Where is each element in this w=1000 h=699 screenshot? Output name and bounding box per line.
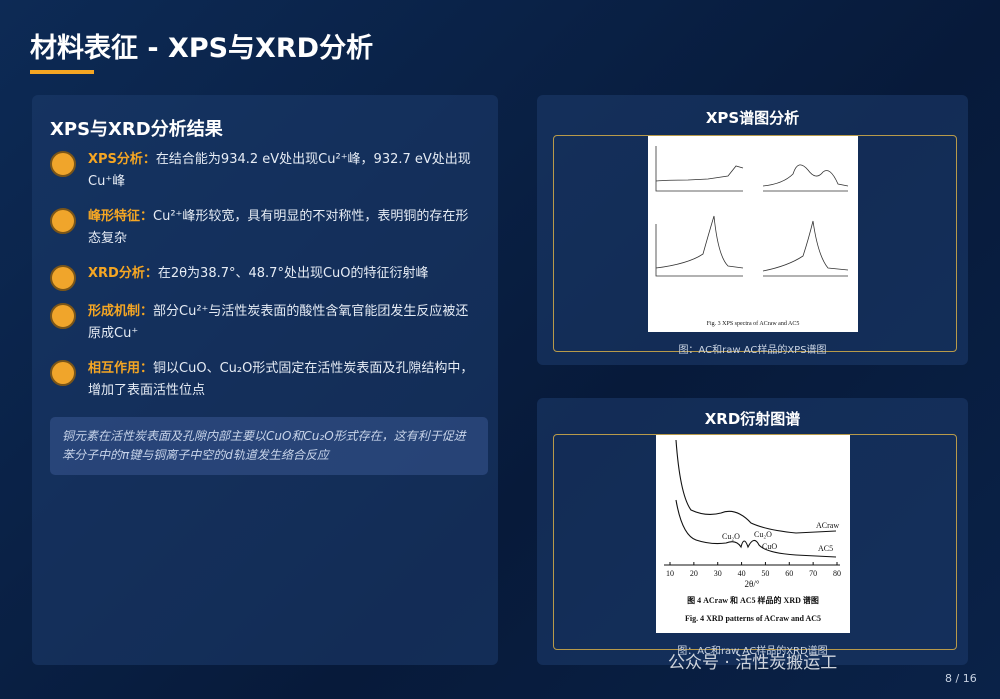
list-item: XPS分析：在结合能为934.2 eV处出现Cu²⁺峰，932.7 eV处出现C… xyxy=(50,149,480,193)
item-text: 部分Cu²⁺与活性炭表面的酸性含氧官能团发生反应被还原成Cu⁺ xyxy=(88,304,469,341)
tick-label: 10 xyxy=(666,569,674,578)
list-item: XRD分析：在2θ为38.7°、48.7°处出现CuO的特征衍射峰 xyxy=(50,263,480,291)
list-item: 峰形特征：Cu²⁺峰形较宽，具有明显的不对称性，表明铜的存在形态复杂 xyxy=(50,206,480,250)
panel-heading: XPS谱图分析 xyxy=(705,109,800,127)
item-text: 在2θ为38.7°、48.7°处出现CuO的特征衍射峰 xyxy=(157,266,429,281)
item-label: 相互作用： xyxy=(88,361,154,376)
watermark: 公众号 · 活性炭搬运工 xyxy=(668,653,838,673)
figure-caption: Fig. 4 XRD patterns of ACraw and AC5 xyxy=(685,614,821,623)
page-number: 8 / 16 xyxy=(945,672,977,685)
series-label: ACraw xyxy=(816,521,839,530)
item-text: 在结合能为934.2 eV处出现Cu²⁺峰，932.7 eV处出现Cu⁺峰 xyxy=(88,152,471,189)
figure-frame xyxy=(553,434,957,650)
item-text: 铜以CuO、Cu₂O形式固定在活性炭表面及孔隙结构中，增加了表面活性位点 xyxy=(88,361,474,398)
icon xyxy=(50,208,76,234)
figure-caption: Fig. 3 XPS spectra of ACraw and AC5 xyxy=(707,320,800,327)
left-panel: XPS与XRD分析结果 XPS分析：在结合能为934.2 eV处出现Cu²⁺峰，… xyxy=(32,95,498,665)
icon xyxy=(50,303,76,329)
xps-panel: XPS谱图分析 Fig. 3 XPS spectra of ACraw and … xyxy=(537,95,968,365)
item-label: 形成机制： xyxy=(88,304,154,319)
item-text: Cu²⁺峰形较宽，具有明显的不对称性，表明铜的存在形态复杂 xyxy=(88,209,469,246)
icon xyxy=(50,151,76,177)
x-axis-label: 2θ/° xyxy=(745,579,760,589)
xrd-figure: 2θ/° ACraw AC5 Cu₂O Cu₂O CuO 图 4 ACraw 和… xyxy=(656,435,850,633)
figure-caption: 图 4 ACraw 和 AC5 样品的 XRD 谱图 xyxy=(687,595,819,605)
note-box: 铜元素在活性炭表面及孔隙内部主要以CuO和Cu₂O形式存在，这有利于促进苯分子中… xyxy=(50,417,488,475)
peak-label: CuO xyxy=(762,542,777,551)
panel-heading: XRD衍射图谱 xyxy=(704,410,801,428)
icon xyxy=(50,265,76,291)
item-label: XRD分析： xyxy=(88,266,158,281)
panel-heading: XPS与XRD分析结果 xyxy=(50,119,223,140)
series-label: AC5 xyxy=(818,544,833,553)
item-label: 峰形特征： xyxy=(88,209,154,224)
peak-label: Cu₂O xyxy=(754,530,772,539)
tick-label: 60 xyxy=(785,569,793,578)
figure-frame xyxy=(553,135,957,352)
caption: 图：AC和raw AC样品的XPS谱图 xyxy=(678,345,827,356)
title-underline xyxy=(30,70,94,74)
xps-figure: Fig. 3 XPS spectra of ACraw and AC5 xyxy=(648,136,858,332)
xrd-panel: XRD衍射图谱 2θ/° ACraw AC5 Cu₂O Cu₂O CuO 图 4… xyxy=(537,398,968,665)
peak-label: Cu₂O xyxy=(722,532,740,541)
list-item: 形成机制：部分Cu²⁺与活性炭表面的酸性含氧官能团发生反应被还原成Cu⁺ xyxy=(50,301,480,345)
tick-label: 80 xyxy=(833,569,841,578)
list-item: 相互作用：铜以CuO、Cu₂O形式固定在活性炭表面及孔隙结构中，增加了表面活性位… xyxy=(50,358,480,402)
icon xyxy=(50,360,76,386)
tick-label: 20 xyxy=(690,569,698,578)
tick-label: 70 xyxy=(809,569,817,578)
tick-label: 50 xyxy=(761,569,769,578)
item-label: XPS分析： xyxy=(88,152,156,167)
tick-label: 30 xyxy=(714,569,722,578)
caption: 图：AC和raw AC样品的XRD谱图 xyxy=(677,646,828,657)
slide-title: 材料表征 - XPS与XRD分析 xyxy=(30,33,374,64)
tick-label: 40 xyxy=(738,569,746,578)
